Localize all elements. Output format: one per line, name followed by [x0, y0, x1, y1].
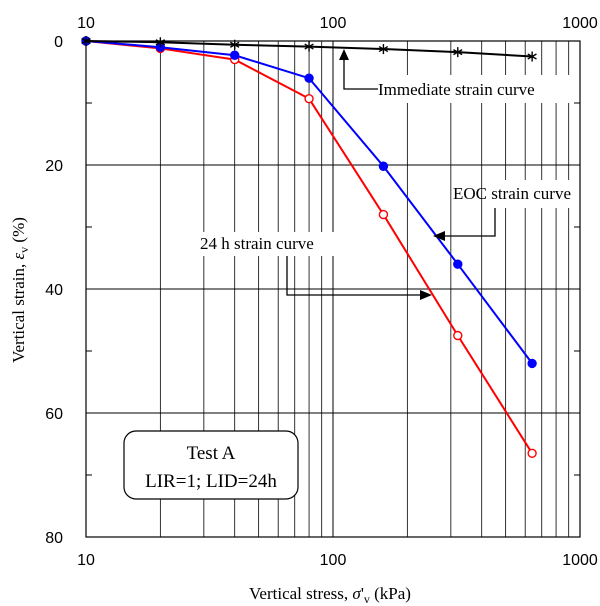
axis-ticks: 10 10 100 100 1000 1000 0 20 40 60 80 [45, 15, 598, 569]
data-point-immediate [81, 36, 91, 46]
annotation-immediate-label: Immediate strain curve [378, 80, 535, 99]
y-tick-label: 60 [45, 406, 63, 423]
data-point-eoc [378, 161, 389, 171]
data-point-h24 [527, 448, 537, 458]
series [81, 36, 537, 458]
test-info-box: Test A LIR=1; LID=24h [123, 430, 299, 500]
data-point-h24 [304, 93, 314, 104]
x-tick-label: 1000 [562, 552, 598, 569]
series-immediate [81, 36, 537, 62]
test-info-line2: LIR=1; LID=24h [145, 471, 277, 492]
annotation-immediate: Immediate strain curve [339, 49, 570, 103]
data-point-eoc [230, 50, 240, 60]
data-point-immediate [378, 44, 389, 55]
data-point-immediate [155, 37, 166, 48]
x-tick-label-top: 1000 [562, 15, 598, 32]
y-tick-label: 0 [54, 34, 63, 51]
test-info-line1: Test A [187, 443, 236, 464]
data-point-immediate [527, 51, 537, 62]
data-point-eoc [304, 73, 314, 83]
y-tick-label: 80 [45, 530, 63, 547]
data-point-h24 [453, 330, 463, 341]
annotation-eoc: EOC strain curve [433, 180, 577, 241]
x-tick-label: 10 [77, 552, 95, 569]
data-point-eoc [453, 259, 463, 269]
x-tick-label-top: 10 [77, 15, 95, 32]
x-tick-label-top: 100 [320, 15, 347, 32]
y-axis-title: Vertical strain, εv (%) [9, 217, 31, 363]
y-tick-label: 20 [45, 158, 63, 175]
data-point-immediate [453, 47, 463, 58]
x-axis-title: Vertical stress, σ'v (kPa) [249, 584, 411, 606]
data-point-immediate [230, 39, 240, 50]
annotation-h24: 24 h strain curve [186, 232, 432, 300]
annotation-eoc-label: EOC strain curve [453, 184, 571, 203]
data-point-h24 [378, 209, 389, 220]
plot-frame [85, 40, 581, 538]
y-tick-label: 40 [45, 282, 63, 299]
data-point-immediate [304, 41, 314, 52]
annotation-h24-label: 24 h strain curve [200, 234, 314, 253]
x-tick-label: 100 [320, 552, 347, 569]
data-point-eoc [527, 358, 537, 369]
grid [86, 41, 580, 537]
